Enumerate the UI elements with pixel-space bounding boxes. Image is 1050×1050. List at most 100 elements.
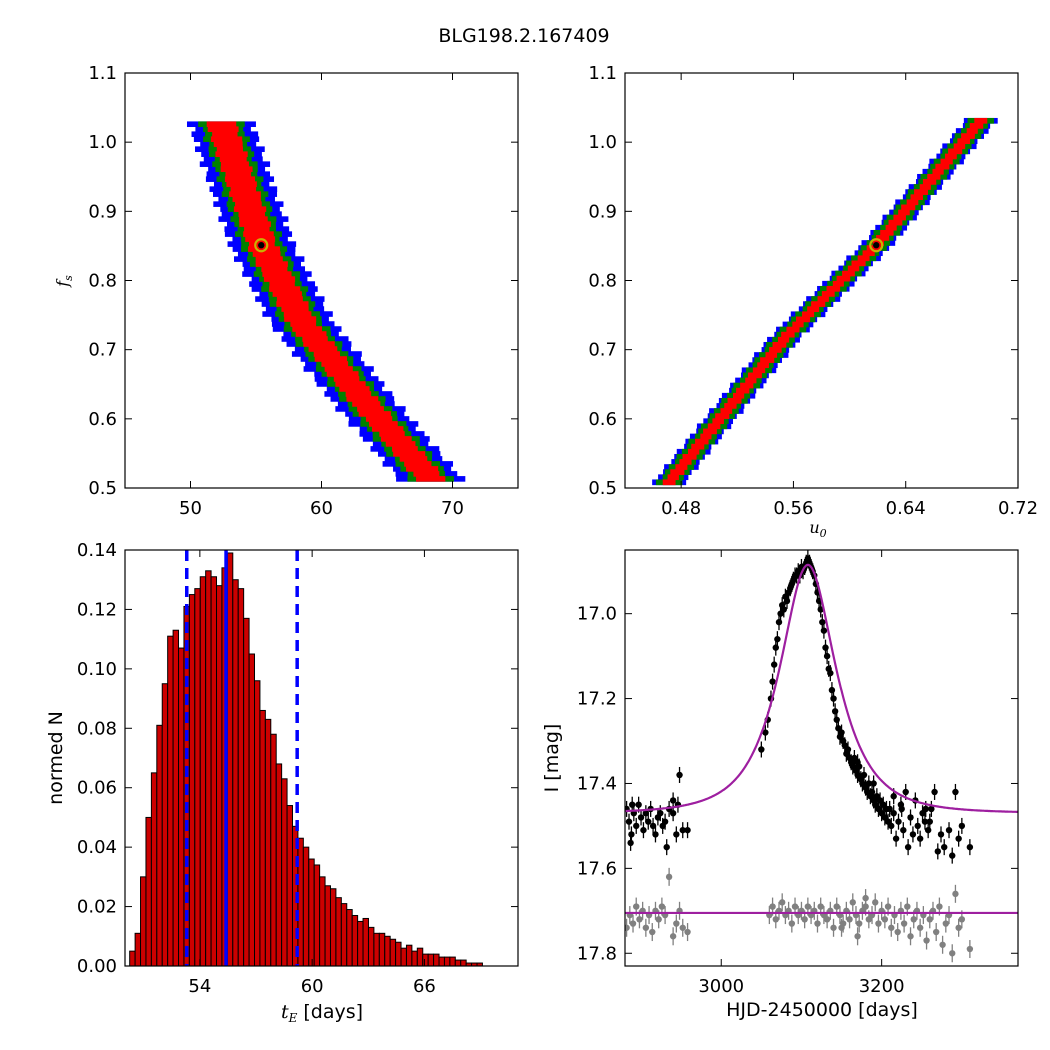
histogram-bar <box>172 629 180 967</box>
histogram-bar <box>226 552 234 967</box>
best-fit-marker <box>254 238 269 253</box>
region-inner-row <box>284 316 317 322</box>
panel-fs-vs-tE: 50 60 70 0.5 0.6 0.7 0.8 0.9 1.0 1.1 fs <box>53 63 519 519</box>
data-point <box>649 822 657 830</box>
y-tick-label: 1.1 <box>588 63 617 84</box>
residual-point <box>788 920 796 927</box>
residual-point <box>823 916 831 923</box>
panel-tE-histogram: 54 60 66 0.00 0.02 0.04 0.06 0.08 0.10 0.12 0.14 n… <box>45 540 519 1025</box>
region-inner-row <box>219 156 247 162</box>
region-inner-row <box>802 311 815 318</box>
region-inner-row <box>974 117 988 124</box>
x-tick-label: 0.48 <box>661 498 701 519</box>
histogram-bar <box>134 932 142 967</box>
data-point <box>642 809 650 817</box>
region-inner-row <box>786 326 800 333</box>
residual-point <box>875 920 882 927</box>
region-inner-row <box>715 413 730 419</box>
residual-point <box>838 924 845 931</box>
region-inner-row <box>406 466 439 472</box>
histogram-bar <box>346 909 353 967</box>
region-inner-row <box>736 387 750 394</box>
data-point <box>817 606 824 613</box>
histogram-bar <box>454 959 462 967</box>
y-tick-label: 0.5 <box>588 478 617 499</box>
region-inner-row <box>781 331 795 338</box>
histogram-bar <box>178 647 185 967</box>
region-inner-row <box>898 209 910 216</box>
region-inner-row <box>213 141 243 147</box>
data-point <box>679 826 686 834</box>
residual-point <box>817 903 824 910</box>
region-inner-row <box>757 362 769 369</box>
xlabel-tE: tE [days] <box>281 1001 363 1025</box>
residual-point <box>854 933 861 940</box>
region-inner-row <box>740 382 754 389</box>
region-inner-row <box>670 469 685 475</box>
histogram-bar <box>161 683 169 967</box>
data-point <box>922 805 929 813</box>
data-point <box>625 818 633 825</box>
region-inner-row <box>720 408 733 414</box>
region-inner-row <box>940 158 953 165</box>
histogram-bar <box>259 709 266 967</box>
residual-point <box>673 920 680 927</box>
region-inner-row <box>948 148 963 155</box>
xlabel-hjd: HJD-2450000 [days] <box>726 999 918 1021</box>
data-point <box>928 805 935 813</box>
region-inner-row <box>262 271 292 277</box>
histogram-bar <box>443 956 451 967</box>
histogram-bar <box>140 876 147 967</box>
region-inner-row <box>212 131 238 138</box>
histogram-bar <box>324 885 331 967</box>
residual-point <box>966 945 974 953</box>
histogram-bar <box>351 914 359 967</box>
x-tick-label: 0.56 <box>773 498 813 519</box>
region-inner-row <box>679 459 692 465</box>
region-inner-row <box>910 194 923 201</box>
data-point <box>769 678 776 685</box>
residual-point <box>872 899 879 906</box>
data-point <box>780 606 788 613</box>
histogram-bar <box>395 941 402 967</box>
data-point <box>652 831 659 838</box>
histogram-bar <box>416 947 424 967</box>
x-tick-label: 60 <box>310 498 333 519</box>
x-tick-label: 3200 <box>859 976 905 997</box>
region-inner-row <box>313 351 341 357</box>
region-inner-row <box>371 426 404 432</box>
residual-point <box>881 916 889 923</box>
data-point <box>890 809 897 817</box>
histogram-bar <box>422 953 429 967</box>
region-inner-row <box>385 441 416 447</box>
region-inner-row <box>404 461 432 467</box>
residual-point <box>684 928 691 936</box>
y-tick-label: 17.8 <box>577 943 617 964</box>
region-inner-row <box>207 126 239 133</box>
best-fit-marker <box>869 238 884 253</box>
region-inner-row <box>932 168 944 175</box>
histogram-bar <box>156 724 163 967</box>
region-inner-row <box>352 401 381 407</box>
region-inner-row <box>269 281 295 287</box>
region-inner-row <box>842 270 855 277</box>
residual-point <box>629 920 637 927</box>
histogram-bar <box>340 903 348 967</box>
histogram-bar <box>129 950 136 967</box>
histogram-bar <box>232 579 239 967</box>
histogram-bar <box>400 947 407 967</box>
data-point <box>898 805 905 813</box>
histogram-bar <box>194 588 201 967</box>
region-inner-row <box>688 448 700 455</box>
y-tick-label: 0.5 <box>88 478 117 499</box>
y-tick-label: 0.7 <box>88 340 117 361</box>
region-inner-row <box>832 280 844 287</box>
region-inner-row <box>747 372 762 379</box>
region-inner-row <box>792 321 804 328</box>
region-inner-row <box>393 451 426 457</box>
y-tick-label: 0.6 <box>88 409 117 430</box>
x-tick-label: 66 <box>413 976 436 997</box>
histogram-bar <box>243 617 250 967</box>
y-tick-label: 17.6 <box>577 858 617 879</box>
region-inner-row <box>927 173 941 180</box>
